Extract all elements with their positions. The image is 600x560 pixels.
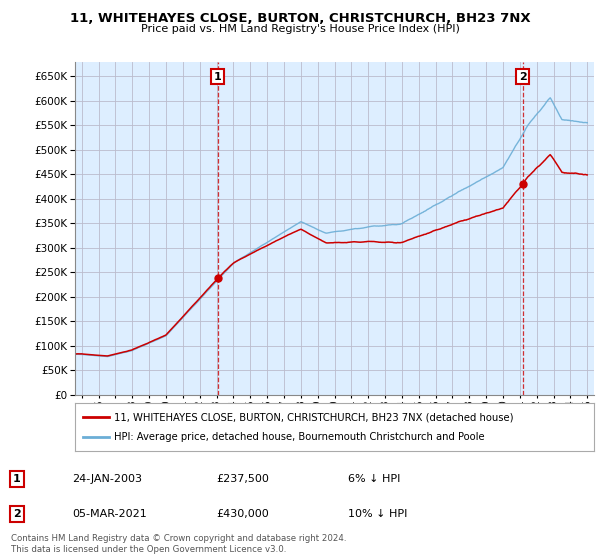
- Text: Price paid vs. HM Land Registry's House Price Index (HPI): Price paid vs. HM Land Registry's House …: [140, 24, 460, 34]
- Text: 24-JAN-2003: 24-JAN-2003: [72, 474, 142, 484]
- Text: 10% ↓ HPI: 10% ↓ HPI: [348, 509, 407, 519]
- Text: 6% ↓ HPI: 6% ↓ HPI: [348, 474, 400, 484]
- Text: 05-MAR-2021: 05-MAR-2021: [72, 509, 147, 519]
- Text: 2: 2: [519, 72, 527, 82]
- Text: 1: 1: [13, 474, 20, 484]
- Text: £430,000: £430,000: [216, 509, 269, 519]
- Text: HPI: Average price, detached house, Bournemouth Christchurch and Poole: HPI: Average price, detached house, Bour…: [114, 432, 485, 442]
- Text: 2: 2: [13, 509, 20, 519]
- Text: 11, WHITEHAYES CLOSE, BURTON, CHRISTCHURCH, BH23 7NX: 11, WHITEHAYES CLOSE, BURTON, CHRISTCHUR…: [70, 12, 530, 25]
- Text: Contains HM Land Registry data © Crown copyright and database right 2024.
This d: Contains HM Land Registry data © Crown c…: [11, 534, 346, 554]
- Text: 11, WHITEHAYES CLOSE, BURTON, CHRISTCHURCH, BH23 7NX (detached house): 11, WHITEHAYES CLOSE, BURTON, CHRISTCHUR…: [114, 413, 514, 422]
- Text: 1: 1: [214, 72, 221, 82]
- Text: £237,500: £237,500: [216, 474, 269, 484]
